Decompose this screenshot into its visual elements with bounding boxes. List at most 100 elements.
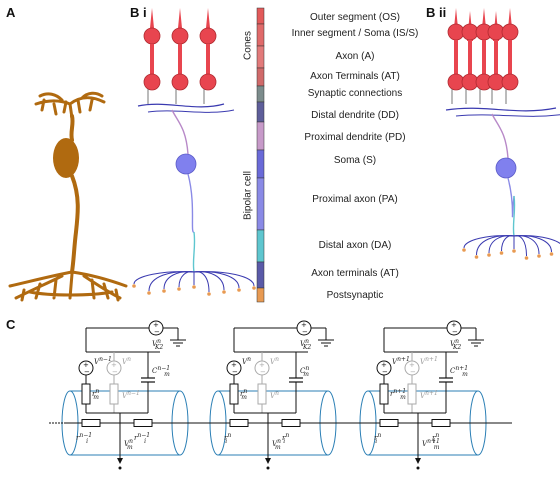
output-arrow (117, 458, 123, 464)
minus-sign: − (452, 328, 458, 336)
proximal-dendrite (491, 113, 509, 159)
segment-label-postsynaptic: Postsynaptic (326, 290, 384, 301)
color-bar-segment (256, 23, 265, 47)
panel-label-bii: B ii (426, 5, 447, 20)
cell-reconstruction-a (8, 91, 128, 302)
postsynaptic-site (177, 287, 181, 291)
postsynaptic-site (237, 288, 241, 292)
output-node (416, 466, 420, 470)
minus-sign: − (382, 368, 388, 376)
cone-terminal (501, 73, 519, 91)
axon-terminal-branch (193, 271, 210, 293)
proximal-axon (187, 173, 195, 233)
minus-sign: − (302, 328, 308, 336)
cone-soma (501, 23, 519, 41)
cone-terminal (143, 73, 161, 91)
output-arrow (415, 458, 421, 464)
plus-sign: + (451, 321, 457, 329)
membrane-resistor-label: rn m (240, 388, 247, 401)
top-voltage-label: Vn K2 (300, 338, 311, 351)
segment-label-is: Inner segment / Soma (IS/S) (291, 28, 419, 39)
segment-label-os: Outer segment (OS) (309, 12, 401, 23)
plus-sign: + (153, 321, 159, 329)
capacitor-label: Cn m (300, 365, 309, 378)
reversal-label: Vn−1 (94, 356, 112, 366)
reconstruction-terminal-arbor (8, 270, 128, 302)
capacitor-label: Cn−1 m (152, 365, 170, 378)
distal-dendrite (147, 109, 235, 113)
bipolar-soma (175, 153, 197, 175)
grey-source-label: Vn (122, 356, 131, 366)
plus-sign: + (301, 321, 307, 329)
segment-label-soma: Soma (S) (333, 155, 377, 166)
top-voltage-label: Vn K2 (152, 338, 163, 351)
cone-soma (199, 27, 217, 45)
color-bar-segment (256, 67, 265, 87)
panel-label-c: C (6, 317, 16, 332)
reconstruction-upper-process (69, 114, 75, 142)
segment-label-pa: Proximal axon (PA) (312, 194, 398, 205)
distal-axon (512, 195, 516, 237)
plus-sign: + (231, 361, 237, 369)
cone-soma (143, 27, 161, 45)
color-bar-segment (256, 45, 265, 69)
membrane-resistor (379, 383, 389, 405)
cone-terminal (199, 73, 217, 91)
reconstruction-soma (53, 138, 79, 178)
membrane-voltage-label: Vn m (124, 438, 133, 451)
plus-sign: + (381, 361, 387, 369)
axial-resistor-right-label: rn i (432, 432, 439, 445)
plus-sign: + (111, 361, 117, 369)
color-bar-segment (256, 229, 265, 263)
axon-terminal-branch (501, 235, 515, 252)
group-label-cones: Cones (242, 31, 254, 60)
axon-terminal-branch (178, 271, 195, 288)
membrane-resistor-label: rn m (92, 388, 99, 401)
proximal-dendrite (171, 109, 189, 155)
color-bar-segment (256, 149, 265, 179)
membrane-resistor (229, 383, 239, 405)
segment-label-da: Distal axon (DA) (318, 240, 392, 251)
membrane-resistor-label: rn+1 m (390, 388, 406, 401)
postsynaptic-site (537, 254, 541, 258)
postsynaptic-site (162, 289, 166, 293)
color-bar-segment (256, 121, 265, 151)
axon-terminal-branch (513, 235, 527, 257)
group-label-bipolar: Bipolar cell (242, 171, 254, 220)
postsynaptic-site (147, 291, 151, 295)
postsynaptic-site (499, 251, 504, 255)
panel-label-bi: B i (130, 5, 147, 20)
postsynaptic-site (487, 253, 491, 257)
cone-terminal (171, 73, 189, 91)
distal-dendrite (137, 103, 225, 108)
minus-sign: − (112, 368, 118, 376)
postsynaptic-site (252, 286, 256, 290)
cone-soma (171, 27, 189, 45)
grey-resistor (109, 383, 119, 405)
segment-color-bar (256, 7, 265, 303)
axon-terminal-branch (193, 271, 255, 287)
axial-resistor-right (431, 419, 451, 427)
distal-dendrite (455, 114, 560, 117)
proximal-axon (507, 177, 515, 218)
plus-sign: + (259, 361, 265, 369)
model-cell-bi (132, 8, 256, 296)
capacitor-label: Cn+1 m (450, 365, 468, 378)
color-bar-segment (256, 177, 265, 231)
distal-dendrite (445, 107, 557, 112)
postsynaptic-site (207, 292, 211, 296)
panel-label-a: A (6, 5, 16, 20)
grey-source-label: Vn+1 (420, 356, 438, 366)
bipolar-soma (495, 157, 517, 179)
color-bar-segment (256, 261, 265, 289)
postsynaptic-site (132, 284, 136, 288)
top-voltage-label: Vn K2 (450, 338, 461, 351)
color-bar-segment (256, 287, 265, 303)
output-node (118, 466, 122, 470)
reconstruction-axon (70, 174, 80, 274)
postsynaptic-site (549, 252, 554, 256)
axial-resistor-left (81, 419, 101, 427)
axial-resistor-right-label: rn i (282, 432, 289, 445)
